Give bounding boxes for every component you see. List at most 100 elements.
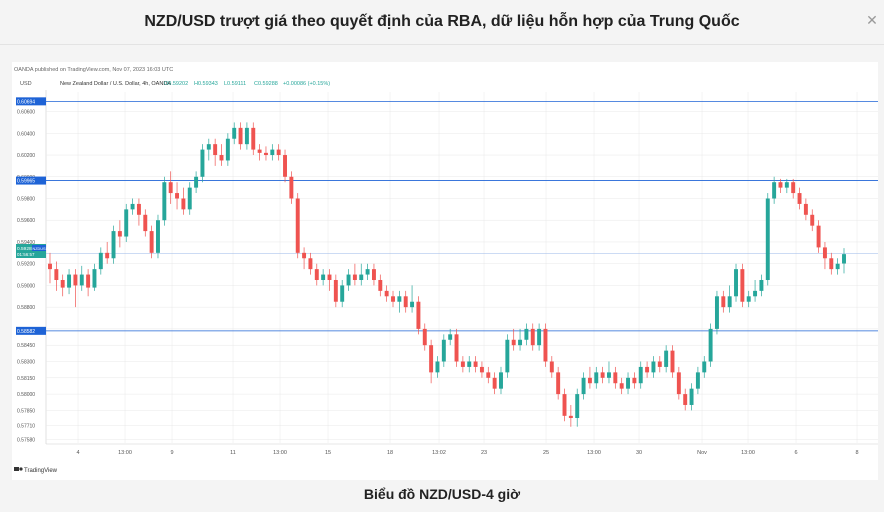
candle-body: [689, 388, 694, 405]
page-title: NZD/USD trượt giá theo quyết định của RB…: [144, 13, 740, 30]
candle-body: [784, 182, 789, 188]
price-axis: 0.606000.604000.602000.600000.598000.596…: [17, 110, 35, 444]
candle-body: [219, 155, 224, 161]
ohlc-close: C0.59288: [254, 81, 278, 87]
candle-body: [257, 149, 262, 153]
candle-body: [54, 269, 59, 280]
chart-card: OANDA published on TradingView.com, Nov …: [12, 62, 878, 480]
candle-body: [518, 339, 523, 346]
x-tick-label: 13:02: [432, 450, 446, 456]
close-icon[interactable]: ✕: [866, 13, 878, 29]
candle-body: [302, 252, 307, 259]
candle-body: [244, 127, 249, 145]
candlestick-chart[interactable]: OANDA published on TradingView.com, Nov …: [12, 62, 878, 480]
candle-body: [175, 193, 180, 199]
candle-body: [842, 254, 846, 264]
candle-body: [613, 372, 618, 384]
candle-body: [664, 350, 669, 367]
candle-body: [759, 279, 764, 291]
candle-body: [371, 269, 376, 280]
candle-body: [346, 274, 351, 286]
candle-body: [797, 193, 802, 204]
price-tag-timer: 01:56:57: [17, 252, 35, 257]
x-tick-label: 23: [481, 450, 487, 456]
brand-name: TradingView: [24, 468, 58, 474]
candle-body: [575, 394, 580, 419]
candle-body: [556, 372, 561, 395]
candle-body: [365, 269, 370, 275]
price-tag-symbol: NZDUSD: [33, 247, 49, 251]
candle-body: [810, 214, 815, 226]
x-tick-label: 18: [387, 450, 393, 456]
candle-body: [187, 187, 192, 210]
time-axis: 4 13:00 9 11 13:00 15 18 13:02 23 25 13:00 30 Nov 13:…: [76, 450, 858, 456]
candle-body: [600, 372, 605, 378]
x-tick-label: 4: [76, 450, 79, 456]
candle-body: [79, 274, 84, 286]
candle-body: [321, 274, 326, 280]
candle-body: [651, 361, 656, 373]
tradingview-brand[interactable]: TradingView: [14, 467, 58, 474]
candle-body: [263, 152, 268, 156]
candle-body: [213, 144, 218, 156]
candle-body: [492, 377, 497, 389]
candle-body: [270, 149, 275, 156]
y-tick-label: 0.57580: [17, 438, 35, 444]
candle-body: [48, 263, 52, 270]
y-tick-label: 0.58450: [17, 343, 35, 349]
candle-body: [327, 274, 332, 280]
candle-body: [670, 350, 675, 373]
candle-body: [524, 328, 529, 340]
y-tick-label: 0.59200: [17, 262, 35, 268]
level-tag: [16, 176, 46, 185]
candle-body: [683, 394, 688, 405]
ohlc-high: H0.59343: [194, 81, 218, 87]
candle-body: [194, 176, 199, 188]
candle-body: [98, 252, 103, 270]
candles[interactable]: [48, 122, 846, 427]
candle-body: [753, 290, 758, 297]
candle-body: [156, 220, 160, 253]
candle-body: [714, 296, 719, 329]
candle-body: [587, 377, 592, 384]
level-tag-label: 0.58582: [17, 329, 35, 335]
candle-body: [384, 290, 389, 297]
y-tick-label: 0.57710: [17, 424, 35, 430]
x-tick-label: 13:00: [587, 450, 601, 456]
candle-body: [168, 182, 173, 194]
candle-body: [359, 274, 364, 280]
x-tick-label: 11: [230, 450, 236, 456]
x-tick-label: 13:00: [273, 450, 287, 456]
candle-body: [397, 296, 402, 302]
y-tick-label: 0.59000: [17, 283, 35, 289]
x-tick-label: 9: [170, 450, 173, 456]
candle-body: [124, 209, 129, 237]
candle-body: [803, 203, 808, 215]
candle-body: [276, 149, 281, 156]
candle-body: [676, 372, 681, 395]
candle-body: [143, 214, 148, 232]
candle-body: [543, 328, 548, 362]
ohlc-low: L0.59111: [224, 81, 246, 87]
candle-body: [435, 361, 440, 373]
candle-body: [505, 339, 510, 373]
candle-body: [67, 274, 72, 288]
candle-body: [778, 182, 783, 188]
y-tick-label: 0.59400: [17, 240, 35, 246]
candle-body: [454, 334, 459, 362]
tradingview-logo-icon: [14, 467, 23, 471]
candle-body: [499, 372, 503, 389]
candle-body: [473, 361, 478, 367]
price-axis-label: USD: [20, 81, 32, 87]
ohlc-open: O0.59202: [164, 81, 188, 87]
candle-body: [708, 328, 713, 362]
candle-body: [765, 198, 770, 280]
candle-body: [429, 345, 434, 373]
candle-body: [73, 274, 78, 286]
x-tick-label: 6: [794, 450, 797, 456]
candle-body: [149, 231, 154, 253]
candle-body: [638, 366, 643, 384]
level-tag-label: 0.59965: [17, 179, 35, 185]
candle-body: [467, 361, 472, 367]
